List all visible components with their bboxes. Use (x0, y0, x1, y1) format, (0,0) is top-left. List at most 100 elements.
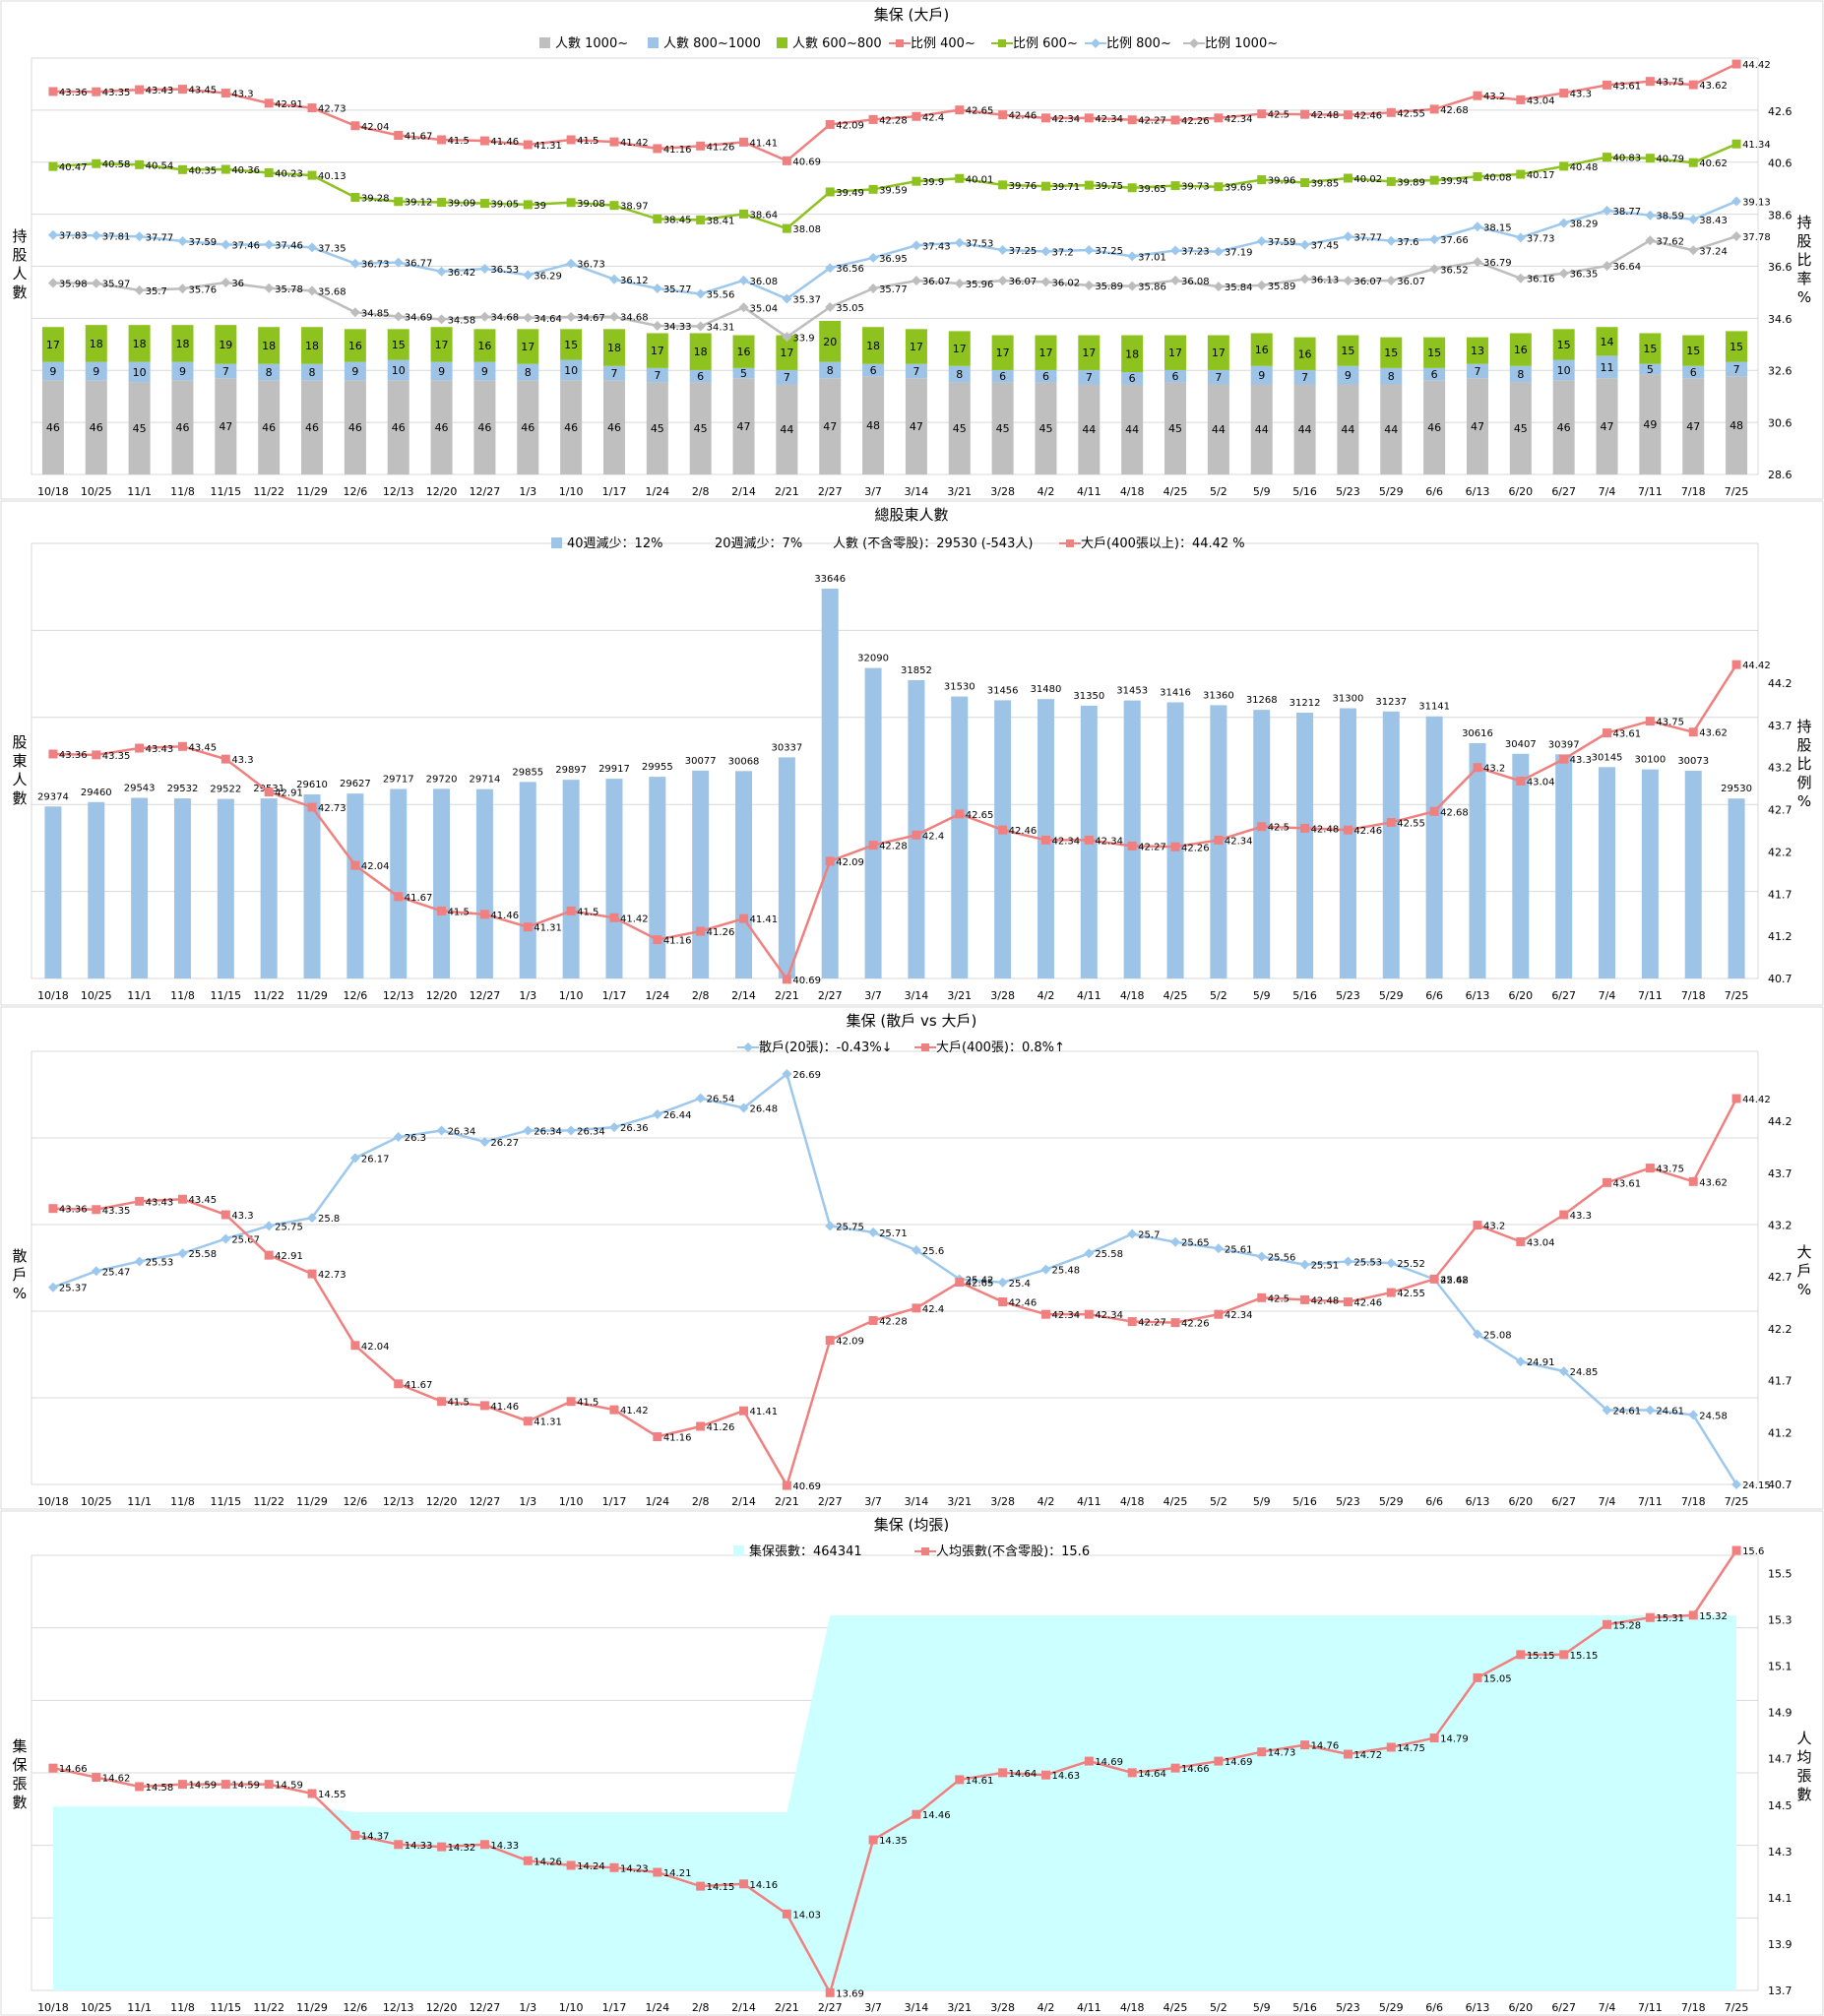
avg-lots-marker (48, 1763, 58, 1773)
ratio-400-data-label: 41.5 (577, 907, 598, 917)
ratio-400-data-label: 43.62 (1699, 1177, 1728, 1188)
ratio-1000-data-label: 35.78 (275, 284, 303, 295)
ratio-800-data-label: 37.25 (1095, 246, 1123, 257)
avg-lots-marker (955, 1775, 965, 1785)
legend-swatch (777, 37, 787, 48)
ratio-400-data-label: 43.36 (59, 1205, 88, 1216)
ratio-400-marker (1084, 113, 1094, 123)
bar-count-600-label: 18 (133, 338, 147, 350)
bar-count-800 (344, 361, 366, 381)
panel-average-lots: 集保 (均張) 10/18 10/25 11/1 11/8 11/15 11/22 11/29… (0, 1510, 1824, 2016)
ratio-600-data-label: 40.54 (146, 160, 174, 171)
y2-tick-label: 36.6 (1768, 261, 1793, 274)
legend-item: 散戶(20張)：-0.43%↓ (737, 1040, 893, 1055)
bar-count-800 (1078, 369, 1101, 385)
ratio-400-marker (479, 136, 489, 146)
ratio-400-data-label: 42.26 (1181, 116, 1210, 127)
legend-marker (1066, 539, 1074, 547)
x-tick-label: 5/29 (1379, 989, 1404, 1002)
bar-count-1000-label: 46 (521, 421, 535, 434)
ratio-400-marker (739, 137, 749, 147)
bar-holders (821, 589, 839, 978)
x-tick-label: 1/17 (602, 989, 627, 1002)
ratio-800-marker (608, 274, 619, 284)
ratio-1000-data-label: 34.64 (534, 314, 562, 325)
retail-marker (1040, 1264, 1051, 1275)
x-tick-label: 12/27 (470, 989, 501, 1002)
ratio-800-data-label: 37.46 (231, 240, 260, 251)
retail-marker (177, 1248, 188, 1259)
ratio-600-marker (1731, 139, 1741, 149)
ratio-600-data-label: 40.47 (59, 162, 88, 173)
avg-lots-data-label: 15.05 (1483, 1673, 1512, 1684)
bar-count-800 (517, 363, 539, 381)
ratio-800-marker (264, 239, 275, 250)
retail-marker (997, 1277, 1008, 1288)
y2-tick-label: 34.6 (1768, 313, 1793, 326)
ratio-600-data-label: 40.08 (1483, 172, 1512, 183)
ratio-1000-data-label: 36.08 (1181, 277, 1210, 287)
bar-count-600 (1035, 335, 1057, 370)
ratio-400-data-label: 43.61 (1613, 81, 1642, 92)
ratio-600-marker (479, 199, 489, 209)
ratio-1000-data-label: 35.77 (879, 284, 908, 295)
bar-count-800 (819, 361, 842, 379)
y2-axis-label-char: 率 (1796, 270, 1811, 287)
ratio-600-data-label: 40.36 (231, 165, 260, 176)
ratio-400-marker (523, 140, 533, 150)
ratio-400-data-label: 44.42 (1742, 60, 1771, 71)
ratio-800-data-label: 37.45 (1311, 241, 1340, 252)
y2-tick-label: 28.6 (1768, 469, 1793, 481)
bar-count-600 (560, 329, 583, 360)
legend-label: 散戶(20張)：-0.43%↓ (759, 1040, 893, 1055)
bar-count-800-label: 7 (1301, 371, 1308, 384)
y2-axis-label-char: 持 (1796, 214, 1811, 231)
bar-holders-label: 29955 (642, 762, 673, 773)
legend-item: 比例 600~ (991, 36, 1078, 51)
y2-axis-label-char: % (1797, 288, 1811, 306)
chart-total-holders: 總股東人數 10/18 10/25 11/1 11/8 11/15 11/22 11/29 12… (0, 500, 1824, 1006)
bar-count-600-label: 17 (910, 341, 923, 353)
legend-label: 比例 600~ (1013, 36, 1078, 51)
ratio-600-marker (653, 214, 662, 223)
bar-count-600-label: 16 (477, 340, 491, 352)
retail-data-label: 26.34 (577, 1126, 605, 1137)
bar-count-1000-label: 44 (1255, 423, 1269, 436)
ratio-600-data-label: 38.45 (663, 215, 692, 225)
ratio-800-marker (1558, 218, 1569, 228)
ratio-400-marker (998, 1297, 1008, 1307)
ratio-400-data-label: 41.42 (620, 138, 649, 149)
bar-count-800 (1250, 365, 1273, 385)
ratio-400-data-label: 41.26 (707, 142, 735, 153)
avg-lots-marker (998, 1768, 1008, 1778)
ratio-1000-marker (1213, 282, 1224, 292)
ratio-800-data-label: 37.81 (102, 231, 131, 242)
bar-count-800-label: 11 (1601, 361, 1614, 374)
ratio-400-marker (955, 809, 965, 819)
ratio-1000-data-label: 34.68 (490, 313, 519, 324)
bar-count-600 (1121, 335, 1144, 372)
x-tick-label: 7/25 (1725, 2001, 1749, 2014)
x-tick-label: 11/1 (127, 1495, 152, 1508)
ratio-400-marker (220, 89, 230, 98)
ratio-800-data-label: 37.46 (275, 240, 303, 251)
ratio-600-data-label: 39.94 (1440, 176, 1469, 187)
legend-marker (998, 39, 1006, 47)
avg-lots-data-label: 14.69 (1095, 1757, 1123, 1768)
bar-count-800 (258, 363, 281, 381)
legend-item: 比例 800~ (1085, 36, 1171, 51)
bar-count-1000 (258, 380, 281, 474)
bar-holders-label: 29717 (383, 774, 414, 785)
x-tick-label: 3/7 (864, 2001, 882, 2014)
ratio-400-marker (177, 741, 187, 751)
retail-data-label: 26.69 (792, 1070, 821, 1081)
x-tick-label: 6/27 (1551, 485, 1576, 498)
ratio-400-marker (1473, 1221, 1482, 1230)
ratio-600-data-label: 40.01 (966, 174, 994, 185)
avg-lots-data-label: 14.32 (448, 1843, 476, 1854)
bar-count-800 (1035, 369, 1057, 383)
legend-swatch (539, 37, 550, 48)
ratio-1000-data-label: 35.89 (1268, 282, 1296, 292)
retail-data-label: 26.44 (663, 1110, 692, 1121)
x-tick-label: 11/8 (170, 485, 195, 498)
